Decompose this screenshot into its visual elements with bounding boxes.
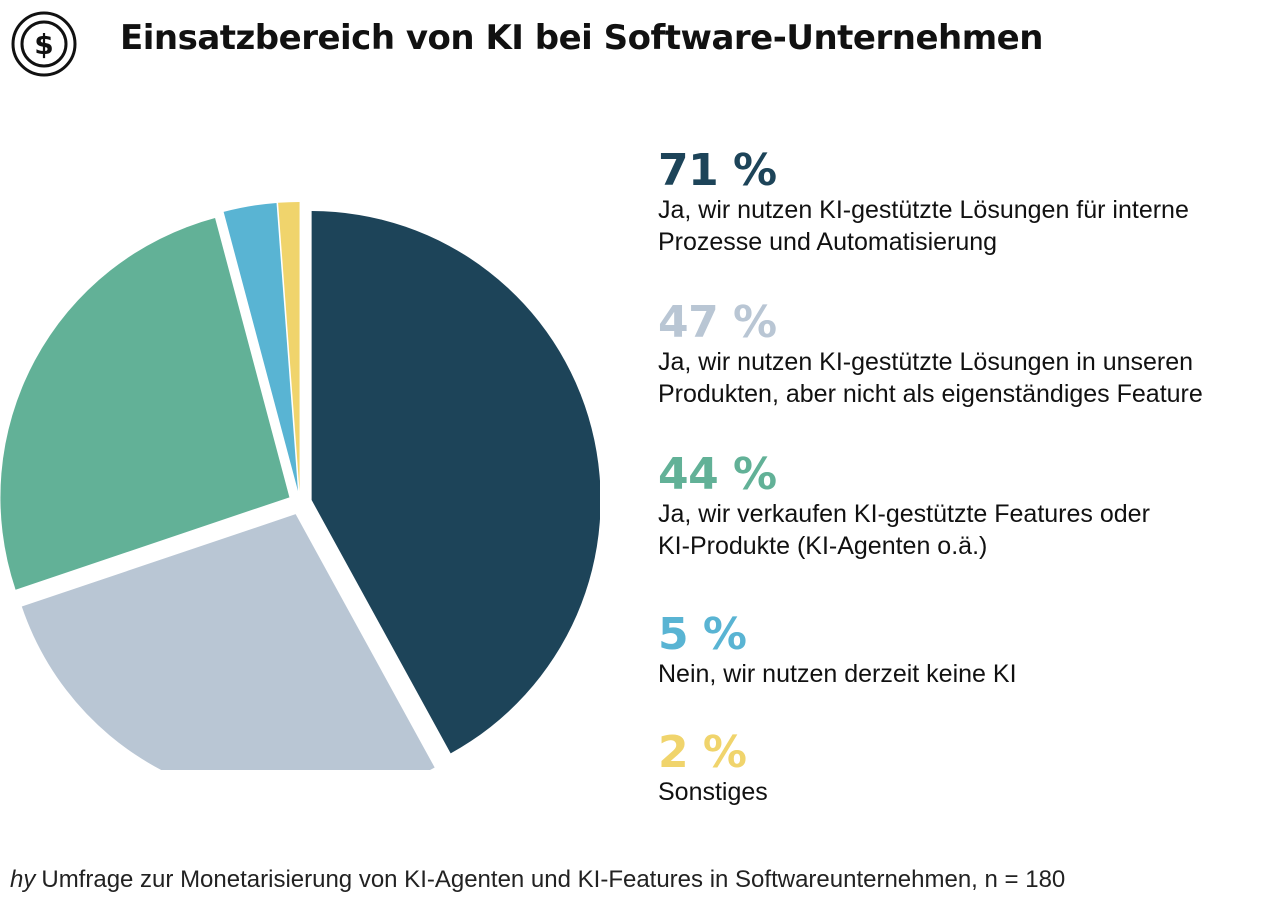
pie-slice-4 [223, 202, 299, 492]
pie-slice-2 [21, 514, 435, 770]
dollar-coin-icon: $ [11, 11, 77, 77]
source-note: hy Umfrage zur Monetarisierung von KI-Age… [10, 866, 1065, 894]
source-text: Umfrage zur Monetarisierung von KI-Agent… [41, 866, 1066, 893]
pie-slice-5 [278, 202, 300, 492]
legend-item-4: 5 % Nein, wir nutzen derzeit keine KI [658, 612, 1258, 690]
legend-percent: 71 % [658, 145, 777, 196]
legend-item-3: 44 % Ja, wir verkaufen KI-gestützte Featu… [658, 452, 1258, 562]
svg-text:$: $ [34, 28, 53, 61]
header: $ Einsatzbereich von KI bei Software-Unt… [0, 0, 1264, 84]
legend-percent: 5 % [658, 609, 747, 660]
legend-item-5: 2 % Sonstiges [658, 730, 1258, 808]
pie-chart [0, 202, 600, 770]
legend-percent: 44 % [658, 449, 777, 500]
pie-slice-1 [311, 211, 600, 754]
source-brand: hy [10, 866, 36, 893]
legend-description: Nein, wir nutzen derzeit keine KI [658, 660, 1017, 688]
legend-description: Sonstiges [658, 778, 768, 806]
chart-legend: 71 % Ja, wir nutzen KI-gestützte Lösungen… [658, 0, 1258, 906]
pie-slice-3 [0, 218, 290, 590]
legend-item-2: 47 % Ja, wir nutzen KI-gestützte Lösungen… [658, 300, 1258, 410]
legend-description: Ja, wir nutzen KI-gestützte Lösungen für… [658, 196, 1189, 256]
legend-description: Ja, wir verkaufen KI-gestützte Features … [658, 500, 1150, 560]
legend-percent: 2 % [658, 727, 747, 778]
legend-description: Ja, wir nutzen KI-gestützte Lösungen in … [658, 348, 1203, 408]
legend-item-1: 71 % Ja, wir nutzen KI-gestützte Lösungen… [658, 148, 1258, 258]
page-title: Einsatzbereich von KI bei Software-Unter… [120, 18, 1043, 58]
legend-percent: 47 % [658, 297, 777, 348]
